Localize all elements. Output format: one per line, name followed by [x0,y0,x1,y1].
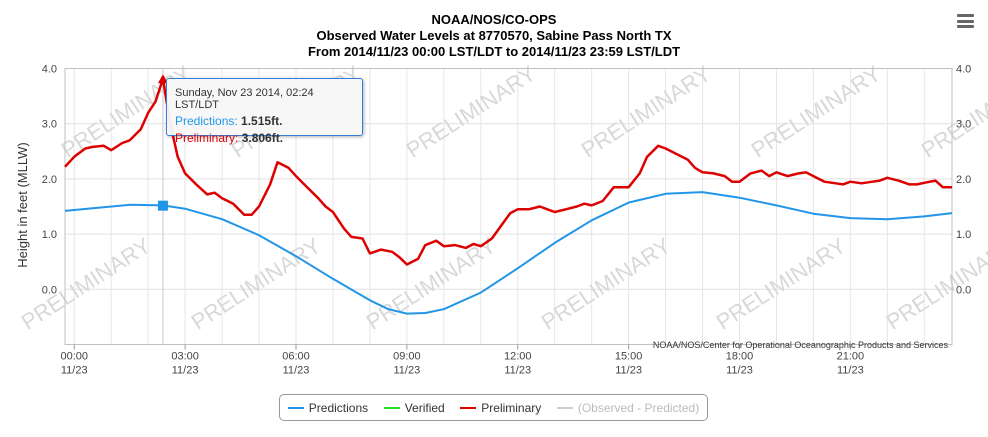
plot-border [64,68,953,345]
legend-swatch [460,406,477,409]
watermark-text: PRELIMINARY [362,233,501,335]
menu-bar [957,19,974,23]
y-axis-right: 4.0 3.0 2.0 1.0 0.0 [956,64,971,297]
x-tick-label-date: 11/23 [837,365,864,377]
tooltip-preliminary-row: Preliminary: 3.806ft. [175,131,354,145]
series-line-preliminary [64,77,952,266]
watermark-text: PRELIMINARY [17,233,156,335]
series-line-predictions [64,191,953,315]
data-tooltip: Sunday, Nov 23 2014, 02:24 LST/LDT Predi… [166,78,363,145]
legend-item-predictions[interactable]: Predictions [287,400,369,415]
watermark-text: PRELIMINARY [712,233,851,335]
legend-swatch [383,406,400,409]
x-tick-label-date: 11/23 [61,365,88,377]
watermark-text: PRELIMINARY [537,233,676,335]
tooltip-pred-value: 1.515ft. [241,114,283,128]
watermark-text: PRELIMINARY [747,61,886,163]
tooltip-prelim-value: 3.806ft. [241,131,284,145]
x-tick-label-time: 15:00 [615,351,643,363]
tooltip-prelim-label: Preliminary: [175,131,239,145]
x-tick-label-time: 03:00 [171,351,199,363]
legend-swatch [556,406,573,409]
x-tick-label-time: 00:00 [60,351,88,363]
legend-label: Predictions [308,400,369,415]
y-tick-label-right: 2.0 [956,174,971,186]
watermark-text: PRELIMINARY [187,233,326,335]
series-group [64,77,953,315]
watermark-text: PRELIMINARY [402,61,541,163]
tooltip-time: Sunday, Nov 23 2014, 02:24 LST/LDT [175,87,314,111]
x-tick-label-date: 11/23 [504,365,531,377]
legend-item-verified[interactable]: Verified [383,400,445,415]
x-tick-label-date: 11/23 [172,365,199,377]
tooltip-predictions-row: Predictions: 1.515ft. [175,114,354,128]
preliminary-marker [157,74,168,84]
y-tick-label-right: 4.0 [956,64,971,76]
x-tick-label-time: 09:00 [393,351,421,363]
y-tick-label: 0.0 [42,284,57,296]
legend-label: Preliminary [481,400,542,415]
markers-group [157,74,168,211]
y-axis-left: 4.0 3.0 2.0 1.0 0.0 [42,64,57,297]
legend-item-observed-minus-predicted[interactable]: (Observed - Predicted) [556,400,700,415]
legend-item-preliminary[interactable]: Preliminary [460,401,541,415]
predictions-marker [157,200,168,211]
x-tick-label-date: 11/23 [726,365,753,377]
y-tick-label: 2.0 [42,174,57,186]
chart-title: NOAA/NOS/CO-OPS Observed Water Levels at… [0,12,988,60]
y-axis-label: Height in feet (MLLW) [15,142,30,267]
x-tick-label-time: 12:00 [504,351,532,363]
watermark-text: PRELIMINARY [882,233,988,335]
y-tick-label: 3.0 [42,119,57,131]
x-tick-label-time: 21:00 [837,351,865,363]
legend-swatch [287,406,304,409]
watermark-text: PRELIMINARY [577,61,716,163]
y-tick-label-right: 3.0 [956,119,971,131]
y-tick-label: 4.0 [42,64,57,76]
y-tick-label-right: 0.0 [956,284,971,296]
title-line-2: Observed Water Levels at 8770570, Sabine… [316,28,672,43]
legend-label: Verified [404,400,445,415]
watermarks: PRELIMINARY PRELIMINARY PRELIMINARY PRELIMI… [17,61,988,335]
x-tick-label-time: 06:00 [282,351,310,363]
x-tick-label-date: 11/23 [283,365,310,377]
x-tick-label-date: 11/23 [615,365,642,377]
tooltip-pred-label: Predictions: [175,114,238,128]
y-tick-label: 1.0 [42,229,57,241]
title-line-3: From 2014/11/23 00:00 LST/LDT to 2014/11… [307,44,681,59]
legend: Predictions Verified Preliminary (Observ… [279,394,708,421]
x-tick-label-time: 18:00 [726,351,754,363]
legend-label: (Observed - Predicted) [577,400,700,415]
hamburger-menu-icon[interactable] [957,14,974,28]
menu-bar [957,14,974,17]
x-tick-label-date: 11/23 [394,365,421,377]
x-axis: 00:00 11/23 03:00 11/23 06:00 11/23 09:00 11/23… [60,344,865,377]
y-tick-label-right: 1.0 [956,229,971,241]
menu-bar [957,25,974,28]
credit-text: NOAA/NOS/Center for Operational Oceanogr… [652,340,948,350]
title-line-1: NOAA/NOS/CO-OPS [431,12,557,27]
